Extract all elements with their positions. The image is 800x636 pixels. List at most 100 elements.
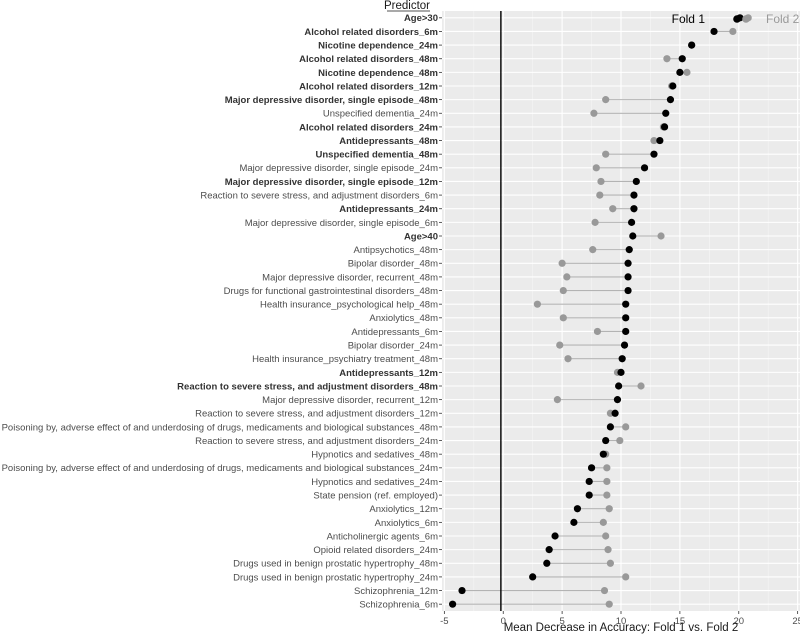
fold1-point xyxy=(622,300,630,308)
y-tick-label: Alcohol related disorders_12m xyxy=(299,81,438,92)
fold1-point xyxy=(599,450,607,458)
y-tick-label: Opioid related disorders_24m xyxy=(313,545,438,556)
fold2-point xyxy=(603,477,611,486)
x-tick-label: -5 xyxy=(440,616,448,627)
fold2-point xyxy=(622,573,630,581)
fold2-point xyxy=(556,341,564,349)
fold2-point xyxy=(683,68,691,76)
fold1-point xyxy=(585,491,593,499)
x-tick-label: 25 xyxy=(792,616,800,627)
fold2-point xyxy=(591,218,599,226)
fold1-point xyxy=(627,218,636,226)
y-tick-label: Anxiolytics_48m xyxy=(369,313,438,324)
y-tick-label: Antidepressants_6m xyxy=(351,327,438,338)
fold2-point xyxy=(663,55,671,63)
fold2-point xyxy=(729,27,737,36)
fold2-point xyxy=(563,273,571,281)
fold1-point xyxy=(630,191,638,199)
fold1-point xyxy=(448,600,457,608)
y-tick-label: Major depressive disorder, recurrent_48m xyxy=(262,272,438,283)
fold2-point xyxy=(650,136,658,145)
legend: Fold 1 Fold 2 xyxy=(672,12,800,26)
fold1-point xyxy=(660,123,669,131)
fold1-point xyxy=(585,477,593,486)
fold1-point xyxy=(611,409,619,417)
fold1-point xyxy=(640,164,649,172)
fold1-point xyxy=(656,136,664,145)
fold1-point xyxy=(624,259,632,267)
y-tick-label: Major depressive disorder, single episod… xyxy=(225,177,438,188)
fold1-point xyxy=(662,109,670,117)
fold1-point xyxy=(615,382,623,390)
fold1-point xyxy=(624,286,632,295)
y-tick-label: Reaction to severe stress, and adjustmen… xyxy=(200,190,438,201)
y-tick-label: Schizophrenia_12m xyxy=(354,586,438,597)
fold2-point xyxy=(599,518,607,526)
y-tick-label: Schizophrenia_6m xyxy=(359,600,438,611)
fold1-point xyxy=(710,27,718,36)
fold1-point xyxy=(676,68,684,76)
fold2-point xyxy=(616,436,624,445)
fold2-point xyxy=(602,532,610,540)
y-tick-label: Anxiolytics_12m xyxy=(369,504,438,515)
fold1-point xyxy=(543,559,551,567)
y-tick-label: Health insurance_psychiatry treatment_48… xyxy=(252,354,438,365)
fold2-point xyxy=(603,491,611,499)
fold1-point xyxy=(613,396,622,404)
y-tick-label: Unspecified dementia_48m xyxy=(316,150,439,161)
fold2-point xyxy=(657,232,665,240)
fold2-point xyxy=(590,109,598,117)
y-tick-label: Reaction to severe stress, and adjustmen… xyxy=(195,436,438,447)
y-tick-label: Anticholinergic agents_6m xyxy=(327,531,439,542)
legend-fold1-label: Fold 1 xyxy=(672,12,706,26)
x-tick-label: 0 xyxy=(501,616,506,627)
y-axis-title: Predictor xyxy=(384,0,430,12)
fold2-point xyxy=(553,396,562,404)
fold2-point xyxy=(600,586,609,595)
fold1-point xyxy=(622,327,630,336)
y-tick-label: Bipolar disorder_24m xyxy=(348,340,438,351)
fold1-point xyxy=(618,355,626,363)
fold2-point xyxy=(606,559,615,567)
y-tick-label: Drugs used in benign prostatic hypertrop… xyxy=(233,559,438,570)
y-tick-label: Major depressive disorder, single episod… xyxy=(245,218,438,229)
y-tick-label: Major depressive disorder, single episod… xyxy=(225,95,438,106)
fold1-point xyxy=(545,546,553,554)
fold2-point xyxy=(597,177,605,186)
fold1-point xyxy=(678,55,686,63)
fold2-point xyxy=(604,546,612,554)
y-tick-label: Health insurance_psychological help_48m xyxy=(260,300,438,311)
y-tick-label: Nicotine dependence_24m xyxy=(318,40,438,51)
y-tick-label: Anxiolytics_6m xyxy=(375,518,438,529)
fold2-point xyxy=(593,327,602,336)
fold1-point xyxy=(632,177,640,186)
legend-fold2-label: Fold 2 xyxy=(766,12,800,26)
fold2-point xyxy=(589,246,597,254)
y-axis-labels: Age>30 Alcohol related disorders_6m Nicoti… xyxy=(2,13,442,611)
fold1-point xyxy=(630,205,638,213)
fold1-point xyxy=(573,505,582,513)
fold1-point xyxy=(551,532,559,540)
legend-fold2-marker xyxy=(742,15,750,23)
y-tick-label: Nicotine dependence_48m xyxy=(318,68,438,79)
fold2-points xyxy=(533,14,752,608)
x-tick-label: 5 xyxy=(559,616,564,627)
y-tick-label: Reaction to severe stress, and adjustmen… xyxy=(195,409,438,420)
fold2-point xyxy=(592,164,600,172)
fold1-point xyxy=(617,368,625,376)
fold1-point xyxy=(570,518,578,526)
fold1-point xyxy=(650,150,658,158)
y-tick-label: Antidepressants_24m xyxy=(339,204,438,215)
y-tick-label: Alcohol related disorders_24m xyxy=(299,122,438,133)
y-tick-label: Poisoning by, adverse effect of and unde… xyxy=(2,463,438,474)
x-tick-label: 15 xyxy=(675,616,686,627)
fold2-point xyxy=(609,205,617,213)
fold1-point xyxy=(602,436,610,445)
x-axis-ticks: -5 0 5 10 15 20 25 xyxy=(440,611,800,627)
x-tick-label: 10 xyxy=(616,616,627,627)
fold1-point xyxy=(529,573,537,581)
fold1-point xyxy=(458,586,466,595)
fold2-point xyxy=(603,464,611,472)
y-tick-label: Major depressive disorder, recurrent_12m xyxy=(262,395,438,406)
